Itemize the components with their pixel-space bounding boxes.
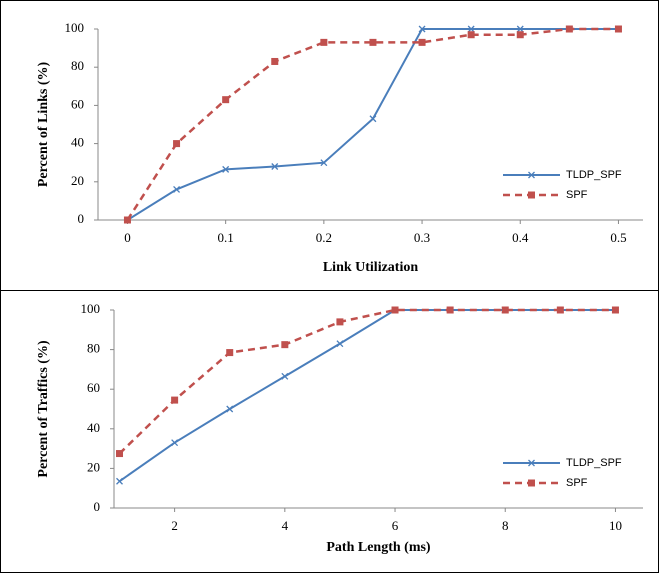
marker xyxy=(271,57,279,65)
x-tick-label: 0.4 xyxy=(512,230,529,245)
marker xyxy=(369,38,377,46)
y-axis-title: Percent of Traffics (%) xyxy=(36,340,51,478)
x-tick-label: 10 xyxy=(609,518,622,533)
marker xyxy=(467,31,475,39)
y-tick-label: 40 xyxy=(71,135,84,150)
legend-label: TLDP_SPF xyxy=(566,457,622,469)
y-tick-label: 80 xyxy=(87,341,100,356)
series-line xyxy=(118,308,616,455)
series-line xyxy=(118,309,616,483)
y-tick-label: 60 xyxy=(87,380,100,395)
x-tick-label: 8 xyxy=(502,518,509,533)
marker xyxy=(116,477,123,485)
y-tick-label: 0 xyxy=(78,211,85,226)
y-tick-label: 20 xyxy=(87,459,100,474)
marker xyxy=(336,318,344,326)
marker xyxy=(226,349,234,357)
series xyxy=(116,306,619,485)
marker xyxy=(614,25,622,33)
marker xyxy=(369,115,377,123)
y-tick-label: 60 xyxy=(71,96,84,111)
x-tick-label: 6 xyxy=(392,518,399,533)
marker xyxy=(611,306,619,314)
y-tick-label: 0 xyxy=(94,499,101,514)
y-axis-title: Percent of Links (%) xyxy=(36,61,51,187)
x-tick-label: 2 xyxy=(171,518,178,533)
marker xyxy=(467,25,475,33)
marker xyxy=(418,38,426,46)
y-tick-label: 40 xyxy=(87,420,100,435)
x-tick-label: 4 xyxy=(282,518,289,533)
marker xyxy=(226,405,234,413)
marker xyxy=(173,140,181,148)
marker xyxy=(281,341,289,349)
marker xyxy=(516,31,524,39)
series xyxy=(123,25,622,224)
marker xyxy=(171,439,179,447)
marker xyxy=(418,25,426,33)
marker xyxy=(391,306,399,314)
legend-marker xyxy=(528,191,535,199)
marker xyxy=(171,396,179,404)
marker xyxy=(556,306,564,314)
legend-label: SPF xyxy=(566,477,588,489)
x-tick-label: 0.2 xyxy=(316,230,332,245)
marker xyxy=(222,165,230,173)
marker xyxy=(123,216,131,224)
marker xyxy=(271,163,279,170)
x-axis-title: Link Utilization xyxy=(323,260,419,275)
marker xyxy=(565,25,573,33)
marker xyxy=(336,340,344,348)
y-tick-label: 100 xyxy=(81,301,101,316)
marker xyxy=(281,372,289,380)
y-tick-label: 20 xyxy=(71,173,84,188)
marker xyxy=(446,306,454,314)
series-line xyxy=(126,27,619,221)
x-tick-label: 0.5 xyxy=(610,230,626,245)
marker xyxy=(501,306,509,314)
marker xyxy=(516,25,524,33)
y-tick-label: 80 xyxy=(71,58,84,73)
legend-marker xyxy=(528,479,535,487)
marker xyxy=(222,96,230,104)
y-tick-label: 100 xyxy=(65,20,85,35)
marker xyxy=(320,159,328,167)
marker xyxy=(116,450,124,458)
x-tick-label: 0.1 xyxy=(218,230,234,245)
legend-marker xyxy=(528,459,535,467)
series-line xyxy=(126,28,619,221)
series xyxy=(116,306,619,458)
legend-label: SPF xyxy=(566,189,588,201)
legend-marker xyxy=(528,171,535,179)
x-tick-label: 0.3 xyxy=(414,230,430,245)
marker xyxy=(320,38,328,46)
x-tick-label: 0 xyxy=(124,230,131,245)
marker xyxy=(173,185,181,193)
legend-label: TLDP_SPF xyxy=(566,169,622,181)
x-axis-title: Path Length (ms) xyxy=(326,540,431,555)
